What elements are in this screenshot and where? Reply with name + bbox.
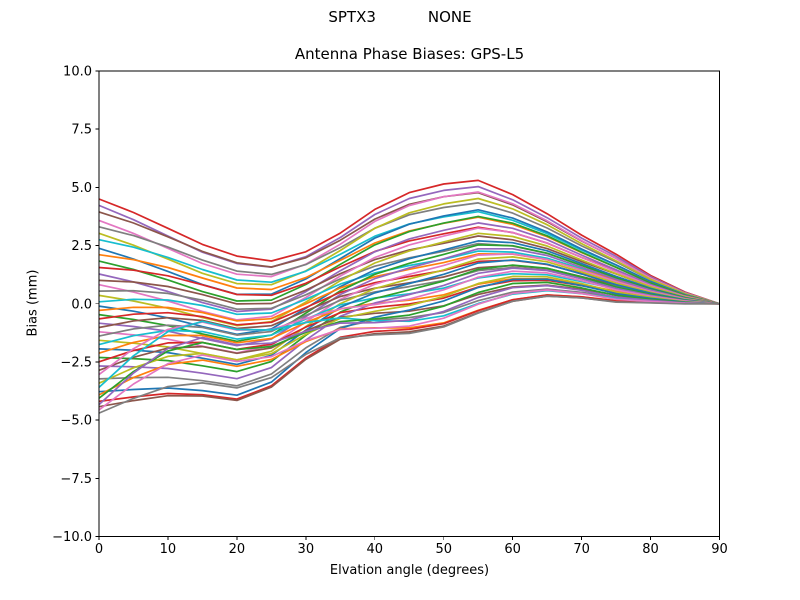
- bias-curve: [98, 275, 720, 384]
- bias-curve: [98, 295, 720, 414]
- y-tick-label: −5.0: [60, 414, 92, 429]
- y-tick-label: 5.0: [71, 181, 92, 196]
- bias-curve: [98, 264, 720, 373]
- x-tick-marks: [98, 536, 720, 540]
- bias-curve: [98, 202, 720, 305]
- y-tick-label: 10.0: [63, 65, 92, 80]
- x-tick-label: 20: [229, 542, 246, 557]
- x-tick-label: 60: [504, 542, 521, 557]
- bias-curve: [98, 227, 720, 321]
- bias-curve: [98, 267, 720, 380]
- suptitle-right-text: NONE: [427, 8, 472, 26]
- bias-curve: [98, 222, 720, 313]
- bias-curve: [98, 284, 720, 406]
- bias-curve: [98, 281, 720, 399]
- chart-title: Antenna Phase Biases: GPS-L5: [294, 45, 525, 63]
- bias-curve: [98, 179, 720, 305]
- bias-curve: [98, 197, 720, 305]
- x-axis-label: Elvation angle (degrees): [329, 563, 490, 578]
- bias-curve: [98, 191, 720, 305]
- x-tick-label: 40: [367, 542, 384, 557]
- bias-curve: [98, 289, 720, 389]
- x-tick-label: 30: [298, 542, 315, 557]
- x-tick-label: 80: [642, 542, 659, 557]
- y-tick-label: −7.5: [60, 472, 92, 487]
- bias-curve: [98, 244, 720, 343]
- x-tick-label: 10: [160, 542, 177, 557]
- y-axis-label: Bias (mm): [25, 269, 41, 337]
- bias-curve: [98, 215, 720, 305]
- suptitle-left-text: SPTX3: [328, 8, 376, 26]
- bias-curves: [98, 179, 720, 414]
- x-tick-label: 50: [435, 542, 452, 557]
- bias-curve: [98, 232, 720, 327]
- y-tick-label: 2.5: [71, 239, 92, 254]
- x-tick-label: 0: [95, 542, 103, 557]
- y-tick-labels: 10.0 7.5 5.0 2.5 0.0 −2.5 −5.0 −7.5 −10.0: [52, 65, 92, 546]
- x-tick-labels: 0 10 20 30 40 50 60 70 80 90: [95, 542, 728, 557]
- suptitle: SPTX3 NONE: [0, 8, 800, 26]
- bias-curve: [98, 253, 720, 322]
- y-tick-label: 7.5: [71, 123, 92, 138]
- bias-curve: [98, 247, 720, 347]
- y-tick-label: −2.5: [60, 355, 92, 370]
- x-tick-label: 70: [573, 542, 590, 557]
- x-tick-label: 90: [711, 542, 728, 557]
- y-tick-label: −10.0: [52, 530, 92, 545]
- bias-curve: [98, 259, 720, 366]
- y-tick-label: 0.0: [71, 297, 92, 312]
- y-tick-marks: [95, 70, 99, 537]
- bias-curve: [98, 277, 720, 355]
- bias-curve: [98, 278, 720, 397]
- bias-curve: [98, 289, 720, 411]
